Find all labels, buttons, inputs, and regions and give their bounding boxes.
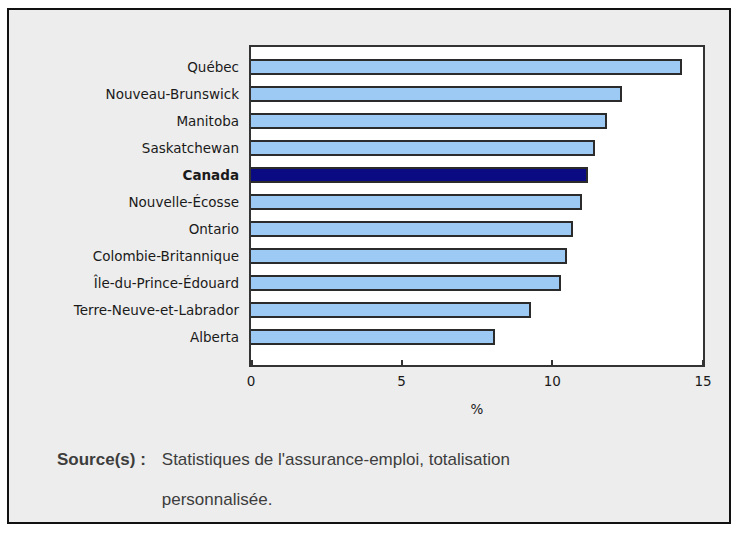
bar-canada <box>251 167 588 183</box>
bar-terre-neuve-et-labrador <box>251 302 531 318</box>
category-label-ontario: Ontario <box>9 221 239 237</box>
x-tick-mark-5 <box>401 360 403 365</box>
x-tick-label-0: 0 <box>247 373 256 389</box>
bar-nouveau-brunswick <box>251 86 622 102</box>
bar-qu-bec <box>251 59 682 75</box>
x-tick-mark-15 <box>702 360 704 365</box>
x-axis-title: % <box>471 401 484 417</box>
x-tick-label-15: 15 <box>694 373 711 389</box>
category-label-manitoba: Manitoba <box>9 113 239 129</box>
category-label-canada: Canada <box>9 167 239 183</box>
category-label--le-du-prince-douard: Île-du-Prince-Édouard <box>9 275 239 291</box>
source-label: Source(s) : <box>57 440 146 480</box>
x-tick-label-5: 5 <box>397 373 406 389</box>
bar-alberta <box>251 329 495 345</box>
category-label-qu-bec: Québec <box>9 59 239 75</box>
source-note: Source(s) : Statistiques de l'assurance-… <box>57 440 510 520</box>
x-tick-label-10: 10 <box>544 373 561 389</box>
source-text-line-2: personnalisée. <box>162 480 510 520</box>
category-label-nouvelle-cosse: Nouvelle-Écosse <box>9 194 239 210</box>
bar-ontario <box>251 221 573 237</box>
category-label-saskatchewan: Saskatchewan <box>9 140 239 156</box>
source-text-line-1: Statistiques de l'assurance-emploi, tota… <box>162 440 510 480</box>
chart-panel: % Source(s) : Statistiques de l'assuranc… <box>7 8 731 524</box>
plot-area <box>249 45 705 367</box>
bar-manitoba <box>251 113 607 129</box>
bar-nouvelle-cosse <box>251 194 582 210</box>
category-label-terre-neuve-et-labrador: Terre-Neuve-et-Labrador <box>9 302 239 318</box>
source-text: Statistiques de l'assurance-emploi, tota… <box>162 440 510 520</box>
x-tick-mark-0 <box>251 360 253 365</box>
x-tick-mark-10 <box>551 360 553 365</box>
category-label-colombie-britannique: Colombie-Britannique <box>9 248 239 264</box>
category-label-nouveau-brunswick: Nouveau-Brunswick <box>9 86 239 102</box>
bar-colombie-britannique <box>251 248 567 264</box>
bar--le-du-prince-douard <box>251 275 561 291</box>
category-label-alberta: Alberta <box>9 329 239 345</box>
bar-saskatchewan <box>251 140 595 156</box>
